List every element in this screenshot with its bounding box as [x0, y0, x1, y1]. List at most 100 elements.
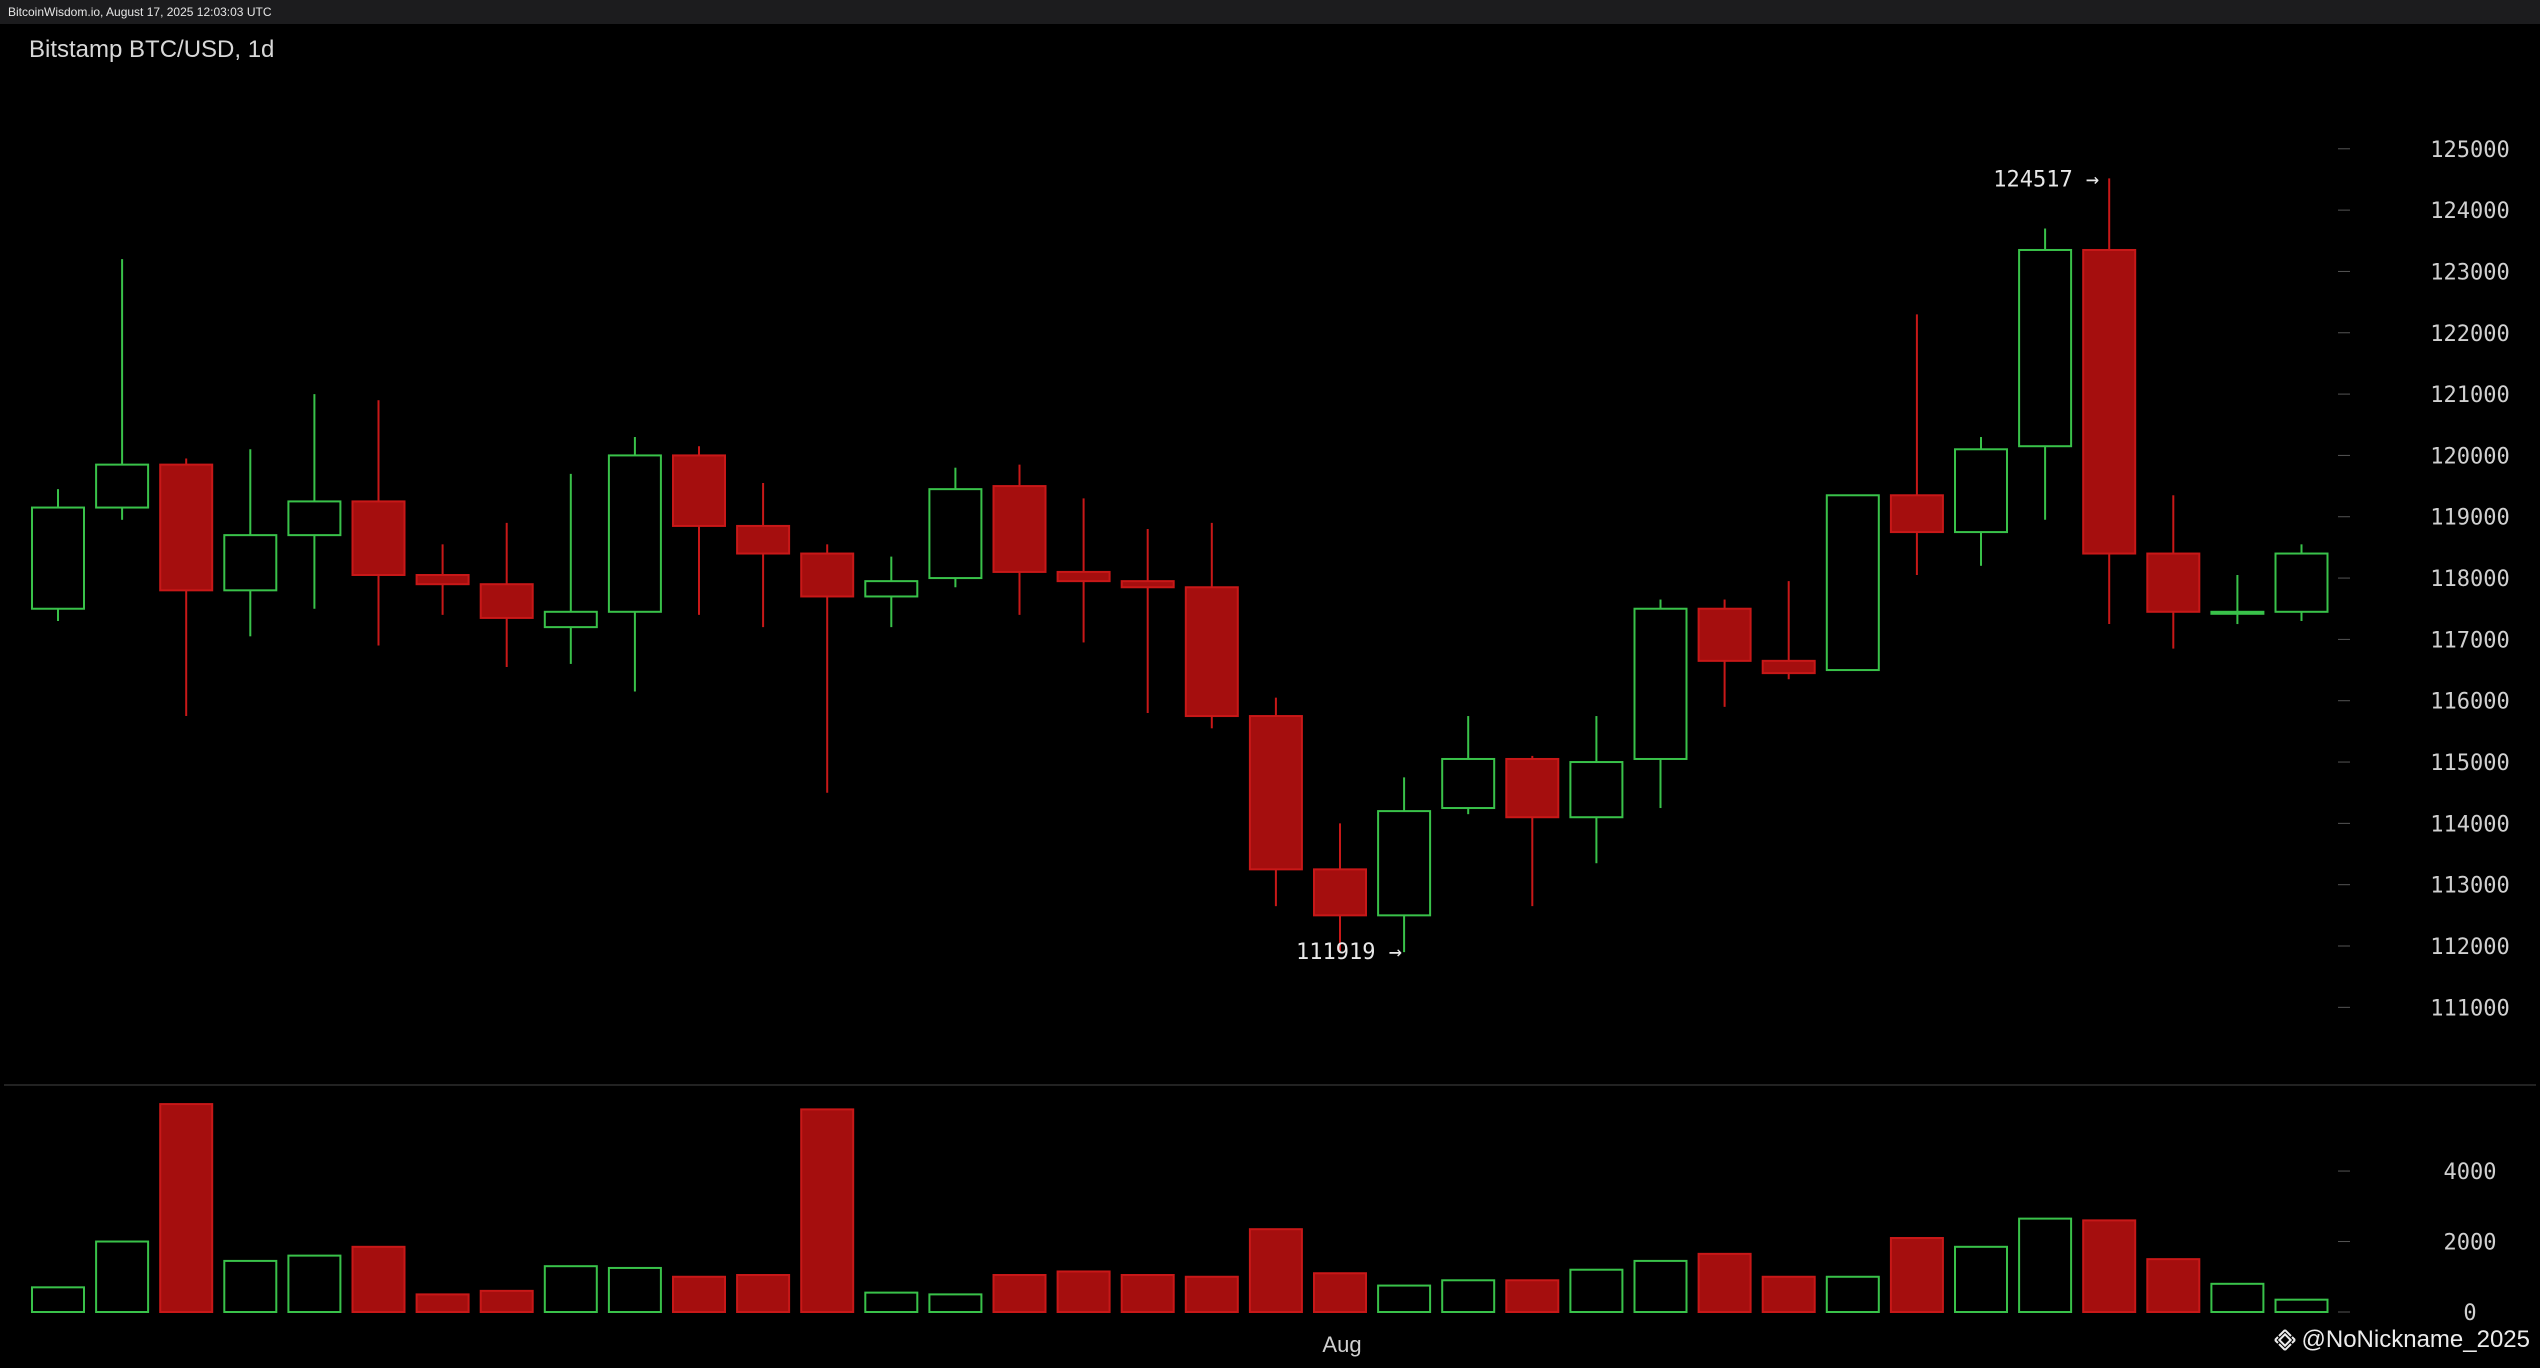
volume-bar	[1248, 1228, 1303, 1313]
price-axis-label: 121000	[2430, 383, 2509, 408]
volume-bar	[223, 1259, 278, 1314]
volume-bar	[2210, 1282, 2265, 1314]
annotation-high: 124517 →	[1993, 167, 2099, 192]
candle-up	[2018, 248, 2073, 448]
volume-bar	[928, 1293, 983, 1314]
candle-up	[287, 500, 342, 537]
binance-diamond-icon	[2273, 1329, 2296, 1351]
candle-down	[159, 463, 214, 592]
volume-bar	[2018, 1217, 2073, 1313]
chart-title: Bitstamp BTC/USD, 1d	[29, 36, 275, 63]
volume-bar	[1441, 1279, 1496, 1314]
price-axis-label: 114000	[2430, 812, 2509, 837]
price-axis-label: 123000	[2430, 260, 2509, 285]
volume-bar	[607, 1266, 662, 1314]
volume-bar	[1889, 1237, 1944, 1313]
candle-up	[1377, 810, 1432, 917]
volume-bar	[479, 1289, 534, 1314]
volume-axis-label: 4000	[2444, 1160, 2497, 1185]
candle-down	[2146, 552, 2201, 613]
candle-up	[223, 534, 278, 592]
candle-up	[1825, 494, 1880, 672]
candle-up	[1954, 448, 2008, 534]
volume-bar	[1056, 1270, 1111, 1314]
volume-bar	[95, 1240, 150, 1313]
candle-up	[928, 488, 983, 580]
candle-up	[1633, 607, 1688, 760]
volume-bar	[736, 1274, 791, 1313]
annotation-low: 111919 →	[1296, 940, 1402, 965]
volume-bar	[543, 1265, 598, 1313]
timestamp-text: BitcoinWisdom.io, August 17, 2025 12:03:…	[8, 5, 272, 19]
candle-down	[992, 485, 1047, 573]
volume-bar	[1313, 1272, 1367, 1313]
candle-up	[95, 463, 150, 509]
price-axis-label: 115000	[2430, 751, 2509, 776]
candle-down	[479, 583, 534, 619]
candle-down	[800, 552, 855, 598]
candle-up	[2210, 610, 2265, 615]
chart-frame	[4, 24, 2536, 1364]
price-axis-label: 125000	[2430, 138, 2509, 163]
volume-bar	[1505, 1279, 1560, 1314]
candle-down	[351, 500, 406, 576]
volume-bar	[864, 1291, 919, 1313]
volume-axis-label: 2000	[2444, 1231, 2497, 1256]
volume-bar	[351, 1245, 406, 1314]
price-axis-label: 120000	[2430, 444, 2509, 469]
price-axis-label: 118000	[2430, 567, 2509, 592]
watermark-text: @NoNickname_2025	[2301, 1326, 2530, 1353]
price-axis-label: 116000	[2430, 690, 2509, 715]
volume-bar	[1825, 1275, 1880, 1314]
candle-down	[1248, 715, 1303, 871]
volume-bar	[287, 1254, 342, 1313]
top-info-bar: BitcoinWisdom.io, August 17, 2025 12:03:…	[0, 0, 2540, 24]
candle-down	[1505, 757, 1560, 819]
watermark: @NoNickname_2025	[2273, 1326, 2530, 1354]
candle-down	[672, 454, 726, 527]
candle-down	[2082, 248, 2137, 555]
candle-down	[415, 574, 470, 586]
volume-bar	[415, 1293, 470, 1314]
candle-up	[1441, 757, 1496, 810]
volume-bar	[992, 1274, 1047, 1313]
x-axis-label: Aug	[1322, 1332, 1361, 1357]
volume-axis-label: 0	[2463, 1301, 2476, 1326]
volume-bar	[2146, 1258, 2201, 1313]
volume-bar	[1569, 1268, 1624, 1313]
volume-bar	[1184, 1275, 1239, 1314]
candle-up	[2274, 552, 2329, 613]
price-axis-label: 124000	[2430, 199, 2509, 224]
volume-bar	[2274, 1298, 2329, 1313]
candle-down	[1120, 580, 1175, 589]
volume-bar	[2082, 1219, 2137, 1314]
candle-down	[736, 524, 791, 555]
volume-bar	[1761, 1275, 1816, 1314]
candle-down	[1056, 570, 1111, 583]
candle-down	[1184, 586, 1239, 718]
price-axis-label: 117000	[2430, 628, 2509, 653]
volume-bar	[800, 1108, 855, 1314]
candle-down	[1761, 659, 1816, 675]
candle-down	[1889, 494, 1944, 534]
price-axis-label: 119000	[2430, 506, 2509, 531]
price-axis-label: 111000	[2430, 996, 2509, 1021]
candle-up	[543, 610, 598, 629]
volume-bar	[1954, 1245, 2008, 1314]
price-axis-label: 112000	[2430, 935, 2509, 960]
volume-bar	[1633, 1259, 1688, 1314]
price-axis-label: 113000	[2430, 874, 2509, 899]
candle-up	[864, 580, 919, 598]
volume-bar	[1377, 1284, 1432, 1313]
candle-up	[31, 506, 85, 610]
price-axis-label: 122000	[2430, 322, 2509, 347]
candle-up	[607, 454, 662, 613]
candle-down	[1697, 607, 1752, 662]
volume-bar	[1697, 1252, 1752, 1314]
candle-down	[1313, 868, 1367, 917]
volume-bar	[1120, 1274, 1175, 1313]
volume-bar	[31, 1286, 85, 1314]
volume-bar	[672, 1275, 726, 1314]
volume-bar	[159, 1103, 214, 1313]
